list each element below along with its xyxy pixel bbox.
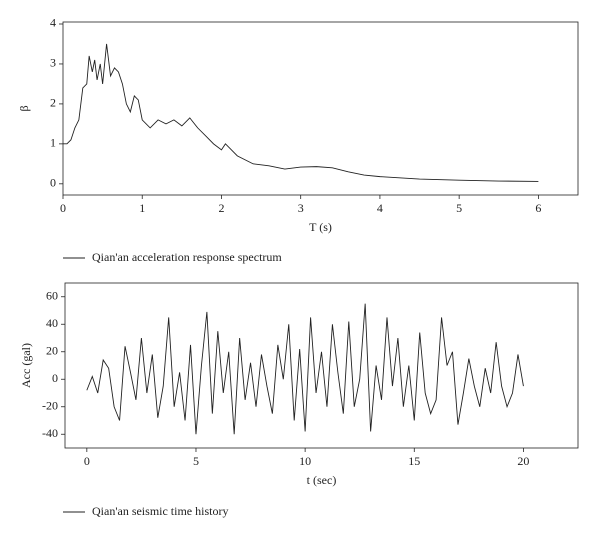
- plot-frame: [64, 282, 579, 449]
- x-tick-label: 0: [84, 454, 90, 468]
- y-tick-label: 0: [50, 176, 56, 190]
- x-tick-label: 6: [535, 201, 541, 215]
- x-axis-label: t (sec): [307, 473, 337, 487]
- y-axis-label: β: [17, 105, 31, 111]
- x-tick-label: 5: [456, 201, 462, 215]
- y-tick-label: 3: [50, 56, 56, 70]
- y-tick-label: 2: [50, 96, 56, 110]
- plot-frame: [62, 21, 579, 196]
- y-tick-label: -40: [42, 426, 58, 440]
- y-tick-label: 4: [50, 16, 56, 30]
- y-tick-label: 0: [52, 371, 58, 385]
- legend-label: Qian'an acceleration response spectrum: [92, 250, 282, 264]
- x-tick-label: 0: [60, 201, 66, 215]
- x-tick-label: 2: [218, 201, 224, 215]
- x-tick-label: 20: [517, 454, 529, 468]
- x-tick-label: 5: [193, 454, 199, 468]
- y-tick-label: 1: [50, 136, 56, 150]
- y-axis-label: Acc (gal): [19, 343, 33, 388]
- legend-label: Qian'an seismic time history: [92, 504, 228, 518]
- y-tick-label: -20: [42, 399, 58, 413]
- x-tick-label: 1: [139, 201, 145, 215]
- y-tick-label: 40: [46, 316, 58, 330]
- x-tick-label: 10: [299, 454, 311, 468]
- x-tick-label: 3: [298, 201, 304, 215]
- y-tick-label: 60: [46, 289, 58, 303]
- x-tick-label: 4: [377, 201, 383, 215]
- x-tick-label: 15: [408, 454, 420, 468]
- data-line: [86, 303, 524, 435]
- data-line: [63, 43, 539, 182]
- x-axis-label: T (s): [309, 220, 332, 234]
- y-tick-label: 20: [46, 344, 58, 358]
